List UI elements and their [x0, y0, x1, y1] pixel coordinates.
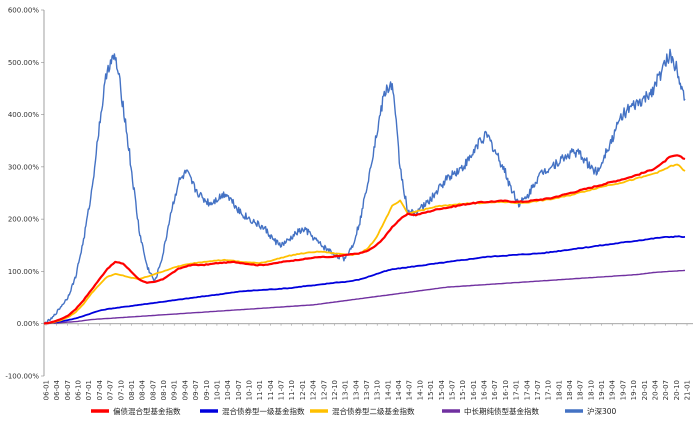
- series-line-1: [43, 235, 686, 325]
- x-tick-label: 15-01: [427, 380, 435, 400]
- x-tick-label: 15-07: [448, 380, 456, 400]
- x-tick-label: 18-07: [577, 380, 585, 400]
- legend-label: 沪深300: [587, 406, 617, 416]
- x-tick-label: 20-10: [673, 380, 681, 400]
- x-tick-label: 16-10: [502, 380, 510, 400]
- y-tick-label: -100.00%: [5, 373, 39, 381]
- x-tick-label: 21-01: [684, 380, 692, 400]
- x-tick-label: 09-01: [171, 380, 179, 400]
- x-tick-label: 13-04: [352, 379, 360, 400]
- x-tick-label: 16-04: [481, 379, 489, 400]
- y-tick-label: 500.00%: [8, 59, 39, 67]
- x-tick-label: 06-10: [75, 380, 83, 400]
- x-tick-label: 11-07: [278, 380, 286, 400]
- x-tick-label: 08-01: [128, 380, 136, 400]
- x-tick-label: 14-07: [406, 380, 414, 400]
- x-tick-label: 07-01: [85, 380, 93, 400]
- x-axis-labels: 06-01 06-04 06-07 06-10 07-01 07-04 07-07 07-10…: [43, 379, 692, 400]
- x-tick-label: 18-04: [566, 379, 574, 400]
- x-tick-label: 12-07: [320, 380, 328, 400]
- y-tick-label: 400.00%: [8, 111, 39, 119]
- legend-label: 混合债券型一级基金指数: [222, 406, 305, 416]
- legend-label: 中长期纯债型基金指数: [464, 406, 539, 416]
- x-tick-label: 16-01: [470, 380, 478, 400]
- x-tick-label: 09-07: [192, 380, 200, 400]
- x-tick-label: 08-04: [139, 379, 147, 400]
- series-line-3: [43, 269, 686, 325]
- y-axis-labels: -100.00% 0.00% 100.00% 200.00% 300.00% 400.00…: [5, 7, 39, 381]
- x-tick-label: 07-10: [117, 380, 125, 400]
- x-tick-label: 17-07: [534, 380, 542, 400]
- x-tick-label: 16-07: [491, 380, 499, 400]
- x-tick-label: 10-07: [235, 380, 243, 400]
- x-tick-label: 10-04: [224, 379, 232, 400]
- x-tick-label: 13-01: [342, 380, 350, 400]
- legend-label: 偏债混合型基金指数: [113, 406, 181, 416]
- x-tick-label: 15-10: [459, 380, 467, 400]
- x-tick-label: 08-07: [149, 380, 157, 400]
- x-tick-label: 10-01: [213, 380, 221, 400]
- x-tick-label: 12-04: [310, 379, 318, 400]
- y-tick-label: 0.00%: [17, 320, 40, 328]
- y-tick-label: 200.00%: [8, 216, 39, 224]
- x-tick-label: 11-10: [288, 380, 296, 400]
- legend-label: 混合债券型二级基金指数: [332, 406, 415, 416]
- x-tick-label: 09-10: [203, 380, 211, 400]
- x-tick-label: 06-01: [43, 380, 51, 400]
- x-tick-label: 10-10: [245, 380, 253, 400]
- x-tick-label: 11-01: [256, 380, 264, 400]
- x-tick-label: 18-01: [555, 380, 563, 400]
- x-tick-label: 19-07: [619, 380, 627, 400]
- x-tick-label: 19-01: [598, 380, 606, 400]
- x-tick-label: 19-10: [630, 380, 638, 400]
- x-tick-label: 08-10: [160, 380, 168, 400]
- x-tick-label: 12-01: [299, 380, 307, 400]
- series-lines: [43, 48, 686, 325]
- x-tick-label: 11-04: [267, 379, 275, 400]
- series-line-2: [43, 163, 686, 325]
- x-tick-label: 13-07: [363, 380, 371, 400]
- y-tick-label: 300.00%: [8, 163, 39, 171]
- x-tick-label: 13-10: [374, 380, 382, 400]
- x-tick-label: 17-10: [545, 380, 553, 400]
- x-tick-label: 15-04: [438, 379, 446, 400]
- x-tick-label: 20-01: [641, 380, 649, 400]
- x-tick-label: 20-07: [662, 380, 670, 400]
- x-tick-label: 20-04: [651, 379, 659, 400]
- x-tick-label: 07-07: [107, 380, 115, 400]
- legend: 偏债混合型基金指数 混合债券型一级基金指数 混合债券型二级基金指数 中长期纯债型基金指…: [91, 406, 617, 416]
- x-tick-label: 09-04: [181, 379, 189, 400]
- y-tick-label: 600.00%: [8, 7, 39, 15]
- x-tick-label: 17-04: [523, 379, 531, 400]
- x-tick-label: 14-04: [395, 379, 403, 400]
- series-line-4: [44, 48, 686, 324]
- x-tick-label: 06-07: [64, 380, 72, 400]
- x-tick-label: 06-04: [53, 379, 61, 400]
- x-tick-label: 19-04: [609, 379, 617, 400]
- x-tick-label: 07-04: [96, 379, 104, 400]
- x-tick-label: 18-10: [587, 380, 595, 400]
- x-tick-label: 12-10: [331, 380, 339, 400]
- series-line-0: [43, 154, 686, 325]
- axes: [41, 9, 693, 377]
- y-tick-label: 100.00%: [8, 268, 39, 276]
- x-tick-label: 14-01: [384, 380, 392, 400]
- x-tick-label: 17-01: [513, 380, 521, 400]
- x-tick-label: 14-10: [416, 380, 424, 400]
